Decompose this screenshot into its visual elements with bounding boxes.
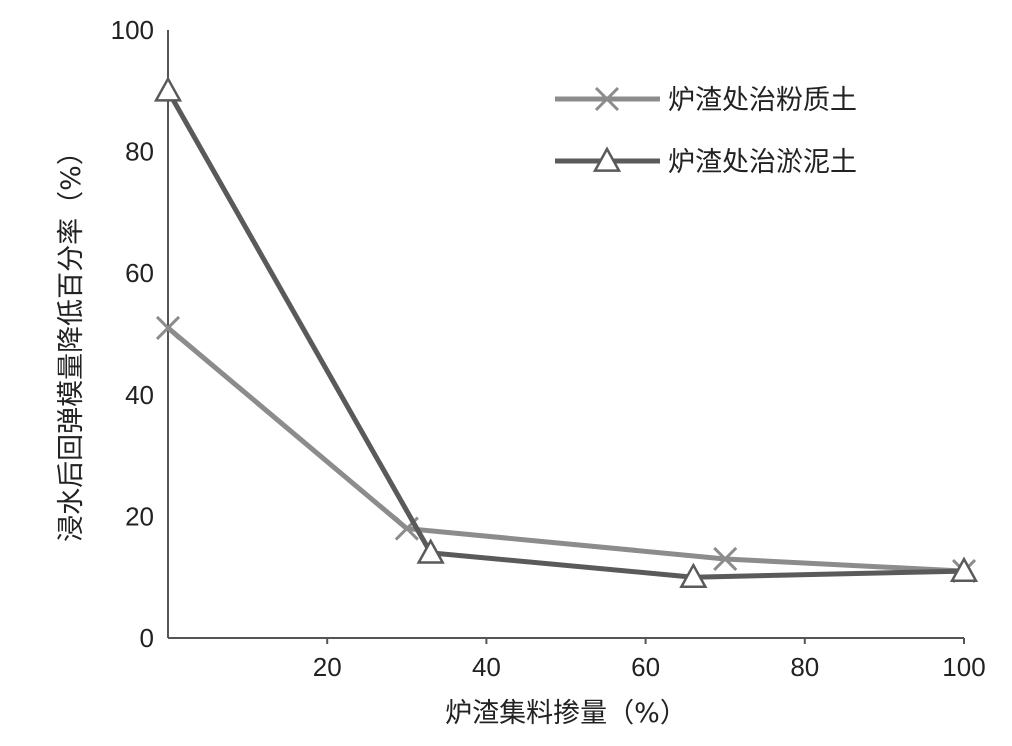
x-tick-label: 40 [472, 652, 501, 682]
legend-triangle-marker-icon [592, 146, 622, 172]
legend: 炉渣处治粉质土 炉渣处治淤泥土 [555, 85, 857, 178]
data-point-triangle-marker [679, 562, 708, 589]
plot-area [153, 76, 979, 589]
x-axis-title: 炉渣集料掺量（%） [445, 698, 687, 729]
legend-item-series-1: 炉渣处治粉质土 [555, 85, 857, 116]
legend-label-series-2: 炉渣处治淤泥土 [668, 147, 857, 178]
y-tick-label: 20 [125, 501, 154, 531]
y-tick-label: 40 [125, 380, 154, 410]
x-tick-label: 80 [790, 652, 819, 682]
data-point-x-marker [155, 315, 181, 340]
axes [167, 30, 964, 639]
y-axis-title: 浸水后回弹模量降低百分率（%） [56, 138, 87, 542]
data-point-x-marker [713, 546, 738, 572]
legend-marker-2 [592, 146, 622, 172]
data-point-triangle-marker [153, 76, 183, 102]
x-tick-labels: 20 40 60 80 100 [313, 638, 986, 682]
data-point-triangle-marker [416, 538, 445, 564]
x-tick-label: 20 [313, 652, 342, 682]
x-tick-label: 60 [631, 652, 660, 682]
y-tick-label: 60 [125, 258, 154, 288]
data-point-triangle-marker [949, 556, 979, 582]
legend-label-series-1: 炉渣处治粉质土 [668, 85, 857, 116]
legend-marker-1 [594, 86, 620, 112]
legend-item-series-2: 炉渣处治淤泥土 [555, 146, 857, 178]
x-tick-label: 100 [942, 652, 985, 682]
series-line-2 [165, 89, 965, 580]
series-line-1 [166, 326, 965, 574]
y-tick-label: 80 [125, 137, 154, 167]
y-tick-labels: 0 20 40 60 80 100 [111, 15, 154, 653]
y-tick-label: 0 [140, 623, 154, 653]
y-tick-label: 100 [111, 15, 154, 45]
legend-x-marker-icon [594, 86, 620, 112]
